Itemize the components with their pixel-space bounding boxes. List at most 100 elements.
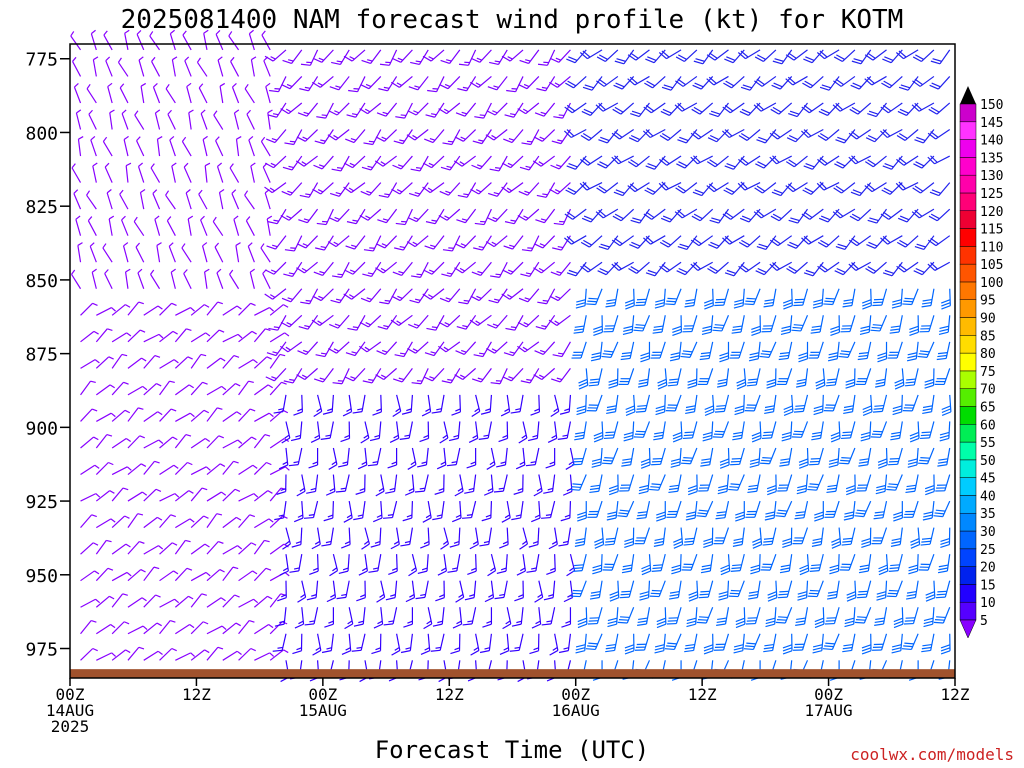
wind-barb bbox=[462, 607, 477, 626]
wind-barb bbox=[877, 341, 888, 363]
wind-barb bbox=[832, 208, 856, 219]
wind-barb bbox=[136, 136, 145, 157]
colorbar-label: 15 bbox=[980, 578, 996, 593]
wind-barb bbox=[400, 633, 414, 654]
wind-barb bbox=[95, 328, 113, 343]
wind-barb bbox=[143, 305, 163, 316]
wind-barb bbox=[486, 208, 508, 223]
wind-barb bbox=[517, 208, 540, 221]
wind-barb bbox=[724, 261, 745, 277]
wind-barb bbox=[608, 368, 619, 389]
wind-barb bbox=[750, 554, 761, 575]
wind-barb bbox=[171, 56, 178, 77]
wind-barb bbox=[228, 31, 240, 51]
wind-barb bbox=[470, 633, 480, 656]
wind-barb bbox=[502, 261, 524, 275]
wind-barb bbox=[511, 607, 524, 627]
wind-barb bbox=[439, 421, 449, 444]
wind-barb bbox=[690, 261, 713, 271]
wind-barb bbox=[438, 314, 461, 328]
wind-barb bbox=[838, 341, 856, 358]
wind-barb bbox=[941, 288, 951, 310]
wind-barb bbox=[77, 242, 83, 263]
wind-barb bbox=[851, 49, 872, 65]
wind-barb bbox=[788, 208, 808, 224]
wind-barb bbox=[298, 208, 319, 224]
wind-barb bbox=[527, 421, 540, 442]
wind-barb bbox=[329, 314, 350, 329]
wind-barb bbox=[340, 421, 351, 443]
wind-barb bbox=[769, 129, 793, 140]
wind-barb bbox=[136, 30, 145, 51]
wind-barb bbox=[458, 288, 477, 305]
wind-barb bbox=[777, 580, 793, 599]
wind-barb bbox=[127, 540, 145, 555]
wind-barb bbox=[89, 242, 97, 263]
wind-barb bbox=[469, 314, 492, 327]
wind-barb bbox=[716, 368, 730, 388]
wind-barb bbox=[392, 261, 413, 276]
wind-barb bbox=[238, 619, 255, 635]
wind-barb bbox=[714, 394, 730, 413]
wind-barb bbox=[740, 76, 761, 91]
wind-barb bbox=[779, 447, 793, 467]
wind-barb bbox=[206, 385, 227, 396]
wind-barb bbox=[266, 235, 287, 250]
wind-barb bbox=[385, 580, 398, 601]
wind-barb bbox=[652, 315, 666, 334]
wind-barb bbox=[117, 57, 129, 77]
wind-barb bbox=[850, 76, 872, 90]
wind-barb bbox=[253, 461, 272, 475]
wind-barb bbox=[229, 269, 240, 290]
wind-barb bbox=[888, 554, 903, 572]
wind-barb bbox=[190, 466, 211, 476]
wind-barb bbox=[633, 421, 651, 438]
wind-barb bbox=[254, 624, 274, 635]
wind-barb bbox=[295, 155, 318, 167]
wind-barb bbox=[246, 109, 255, 130]
wind-barb bbox=[248, 136, 255, 157]
wind-barb bbox=[206, 491, 227, 502]
wind-barb bbox=[440, 155, 461, 171]
wind-barb bbox=[661, 76, 682, 91]
wind-barb bbox=[269, 571, 290, 582]
wind-barb bbox=[321, 633, 334, 654]
wind-barb bbox=[576, 394, 587, 416]
wind-barb bbox=[642, 128, 666, 139]
wind-barb bbox=[265, 261, 287, 275]
plot-area bbox=[69, 29, 956, 683]
wind-barb bbox=[174, 461, 193, 475]
wind-barb bbox=[273, 394, 287, 414]
wind-barb bbox=[781, 421, 793, 442]
wind-barb bbox=[776, 368, 793, 386]
wind-barb bbox=[166, 216, 176, 236]
wind-barb bbox=[682, 421, 698, 440]
wind-barb bbox=[86, 190, 97, 210]
wind-barb bbox=[564, 102, 587, 114]
wind-barb bbox=[628, 261, 650, 274]
wind-barb bbox=[586, 394, 603, 412]
wind-barb bbox=[262, 162, 271, 183]
wind-barb bbox=[849, 208, 872, 222]
wind-barb bbox=[159, 380, 175, 396]
colorbar-label: 145 bbox=[980, 116, 1003, 131]
wind-barb bbox=[430, 633, 445, 652]
wind-barb bbox=[927, 261, 951, 271]
wind-barb bbox=[830, 421, 841, 443]
wind-barb bbox=[266, 129, 287, 144]
wind-barb bbox=[643, 235, 666, 245]
wind-barb bbox=[462, 500, 477, 519]
wind-barb bbox=[627, 155, 650, 168]
wind-barb bbox=[927, 155, 951, 165]
wind-barb bbox=[376, 102, 398, 117]
wind-barb bbox=[473, 235, 492, 251]
wind-barb bbox=[343, 155, 366, 169]
wind-barb bbox=[751, 315, 761, 337]
wind-barb bbox=[923, 607, 935, 628]
wind-barb bbox=[291, 527, 303, 548]
wind-barb bbox=[603, 315, 619, 333]
x-tick-label: 12Z bbox=[941, 685, 970, 704]
wind-barb bbox=[696, 500, 714, 518]
wind-barb bbox=[312, 49, 334, 63]
wind-barb bbox=[358, 554, 368, 576]
